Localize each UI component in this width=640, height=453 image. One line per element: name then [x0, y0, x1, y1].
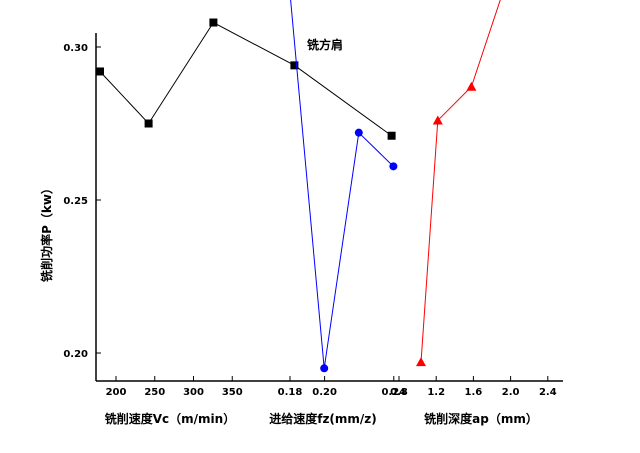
x-tick-label: 1.2 — [427, 387, 445, 398]
data-point-triangle — [432, 115, 443, 125]
y-tick-label: 0.25 — [63, 196, 88, 207]
data-point-square — [144, 119, 153, 128]
x-axis-label-depth: 铣削深度ap（mm） — [424, 411, 538, 426]
data-point-triangle — [466, 81, 477, 91]
data-point-circle — [320, 364, 329, 373]
x-tick-label: 2.0 — [502, 387, 520, 398]
x-tick-label: 1.6 — [465, 387, 483, 398]
x-tick-label: 300 — [183, 387, 204, 398]
x-tick-label: 350 — [222, 387, 243, 398]
series-layer — [96, 0, 501, 373]
series-line — [420, 0, 501, 363]
x-tick-label: 0.8 — [390, 387, 408, 398]
data-point-square — [387, 131, 396, 140]
chart-title: 铣方肩 — [307, 37, 343, 52]
x-tick-label: 250 — [144, 387, 165, 398]
axes: 0.200.250.300.350.402002503003500.180.20… — [63, 33, 563, 398]
x-tick-label: 200 — [106, 387, 127, 398]
data-point-circle — [389, 162, 398, 171]
y-tick-label: 0.30 — [63, 43, 88, 54]
x-tick-label: 0.18 — [278, 387, 303, 398]
x-tick-label: 0.20 — [312, 387, 337, 398]
x-tick-label: 0.24 — [381, 387, 406, 398]
data-point-square — [209, 18, 218, 27]
data-point-triangle — [416, 357, 426, 367]
x-tick-label: 2.4 — [539, 387, 557, 398]
x-axis-label-feed: 进给速度fz(mm/z) — [269, 411, 377, 426]
data-point-square — [96, 67, 104, 76]
y-axis-label: 铣削功率P（kw） — [39, 182, 54, 282]
data-point-circle — [354, 128, 363, 137]
y-tick-label: 0.20 — [63, 349, 88, 360]
data-point-square — [290, 61, 299, 70]
x-axis-label-speed: 铣削速度Vc（m/min） — [105, 411, 235, 426]
series-line — [99, 21, 392, 137]
